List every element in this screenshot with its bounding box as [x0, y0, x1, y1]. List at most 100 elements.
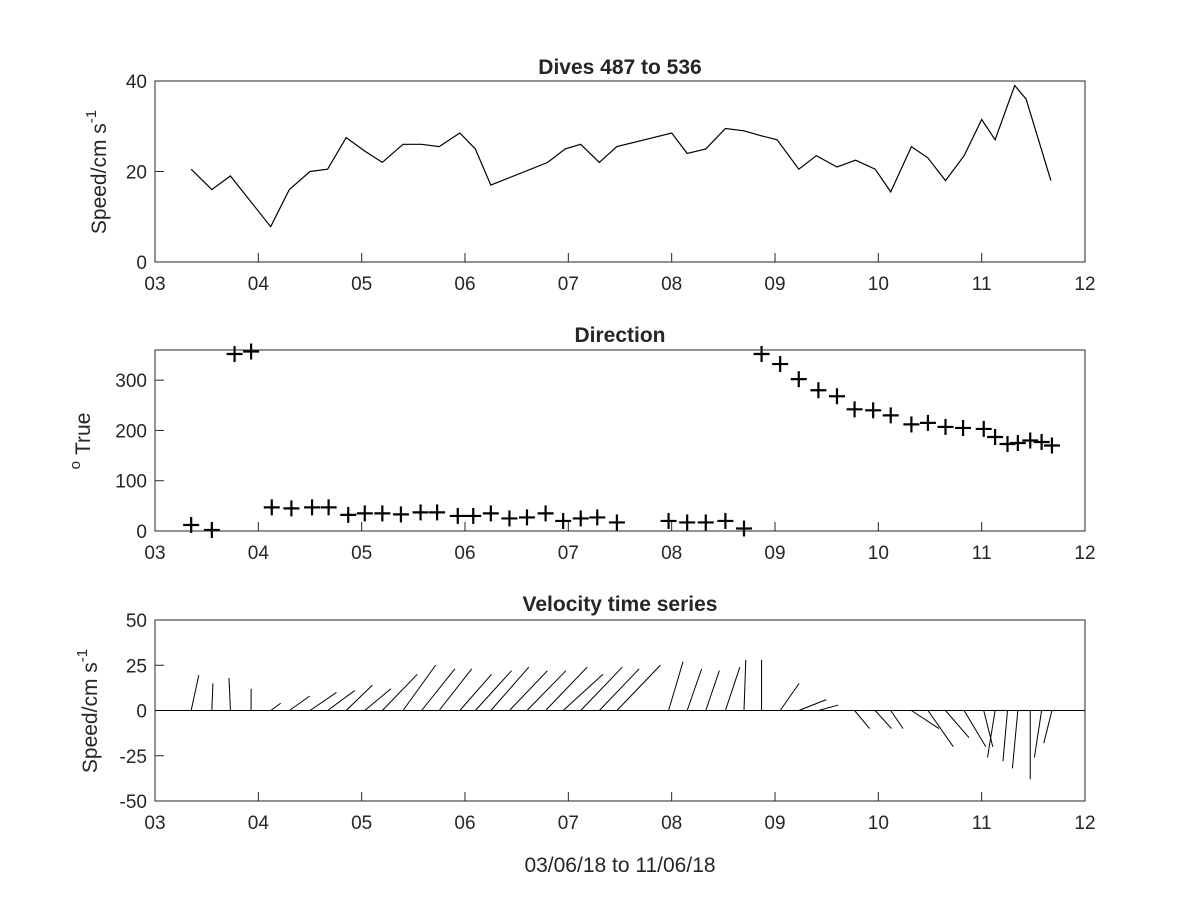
y-tick-label: 0	[136, 702, 147, 723]
velocity-panel-ylabel-superscript: -1	[74, 649, 91, 662]
y-tick-label: 200	[115, 421, 147, 442]
direction-point	[304, 499, 321, 516]
velocity-panel-ylabel: Speed/cm s-1	[74, 649, 102, 773]
y-tick-label: 0	[136, 253, 147, 274]
velocity-stick	[854, 710, 870, 729]
velocity-stick	[438, 668, 473, 711]
direction-point	[572, 510, 589, 527]
direction-panel-marks: 03 04 05 06 07 08 09 10 11 12 0 100 200 300	[115, 343, 1096, 564]
direction-point	[449, 507, 466, 524]
y-tick-label: 0	[136, 522, 147, 543]
y-tick-label: 25	[126, 656, 147, 677]
speed-panel-axes-box	[154, 80, 1086, 263]
velocity-stick	[211, 683, 214, 711]
direction-panel-ylabel: o True	[67, 413, 95, 470]
x-tick-label: 06	[454, 543, 475, 564]
velocity-stick	[890, 710, 904, 729]
velocity-stick	[724, 666, 741, 711]
velocity-stick	[987, 710, 996, 758]
velocity-panel-title: Velocity time series	[523, 593, 718, 616]
x-tick-label: 05	[351, 813, 372, 834]
direction-point	[753, 346, 770, 363]
velocity-stick	[190, 675, 200, 711]
x-tick-label: 06	[454, 813, 475, 834]
direction-point	[865, 402, 882, 419]
direction-panel-title: Direction	[574, 324, 665, 347]
x-tick-label: 04	[248, 274, 270, 295]
velocity-stick	[228, 677, 231, 711]
velocity-panel-axes-box	[154, 619, 1086, 802]
velocity-stick	[327, 690, 356, 711]
x-tick-label: 10	[868, 543, 889, 564]
y-tick-label: 40	[126, 72, 147, 93]
direction-point	[589, 509, 606, 526]
velocity-stick	[364, 688, 392, 711]
direction-point	[717, 512, 734, 529]
direction-point	[975, 420, 992, 437]
direction-point	[882, 407, 899, 424]
velocity-stick	[798, 699, 827, 711]
velocity-stick	[381, 673, 418, 711]
velocity-stick	[309, 691, 337, 711]
direction-point	[810, 382, 827, 399]
y-tick-label: 20	[126, 163, 147, 184]
velocity-stick	[911, 710, 940, 730]
direction-point	[203, 521, 220, 538]
velocity-stick	[1011, 710, 1019, 769]
direction-point	[829, 388, 845, 405]
velocity-stick	[270, 702, 281, 711]
direction-point	[1022, 432, 1039, 449]
velocity-stick	[421, 668, 456, 711]
x-tick-label: 11	[972, 274, 992, 295]
x-tick-label: 11	[972, 813, 992, 834]
x-tick-label: 09	[764, 813, 785, 834]
direction-panel: Direction o True 03 04 05 06 07 08 09 10 11 12 0 100…	[67, 324, 1096, 564]
velocity-panel-marks: 03 04 05 06 07 08 09 10 11 12 50 25 0 -25 -50	[120, 611, 1096, 834]
direction-point	[736, 520, 752, 537]
x-tick-label: 12	[1074, 813, 1095, 834]
direction-point	[955, 419, 972, 436]
x-tick-label: 03	[144, 274, 165, 295]
direction-point	[608, 514, 625, 531]
speed-panel-ylabel-superscript: -1	[83, 110, 100, 123]
velocity-stick	[545, 666, 588, 711]
x-tick-label: 08	[661, 813, 682, 834]
velocity-stick	[1033, 710, 1043, 758]
velocity-stick	[402, 664, 436, 711]
svg-text:Speed/cm s-1: Speed/cm s-1	[74, 649, 102, 773]
velocity-stick	[526, 670, 567, 711]
speed-panel: Dives 487 to 536 Speed/cm s-1 03 04 05 06 07…	[83, 56, 1096, 295]
direction-point	[482, 505, 499, 522]
x-tick-label: 10	[868, 813, 889, 834]
speed-panel-title: Dives 487 to 536	[538, 56, 701, 79]
x-tick-label: 07	[558, 543, 579, 564]
velocity-stick	[1002, 710, 1008, 762]
velocity-stick	[818, 704, 839, 711]
direction-point	[183, 516, 200, 533]
x-tick-label: 12	[1074, 274, 1095, 295]
direction-point	[501, 510, 518, 527]
direction-point	[392, 506, 409, 523]
velocity-panel: Velocity time series Speed/cm s-1 03 04 05…	[74, 593, 1096, 877]
direction-point	[903, 416, 920, 433]
direction-point	[340, 506, 357, 523]
direction-point	[1043, 437, 1060, 454]
direction-point	[465, 507, 482, 524]
direction-point	[263, 499, 280, 516]
speed-series-line	[190, 84, 1052, 228]
velocity-panel-xlabel: 03/06/18 to 11/06/18	[524, 854, 715, 877]
direction-point	[243, 343, 260, 360]
x-tick-label: 05	[351, 274, 372, 295]
direction-point	[1033, 434, 1050, 451]
x-tick-label: 07	[558, 274, 579, 295]
velocity-stick	[686, 668, 703, 711]
velocity-stick	[963, 710, 987, 747]
x-tick-label: 06	[454, 274, 475, 295]
direction-point	[660, 512, 677, 529]
direction-point	[697, 514, 714, 531]
direction-point	[1009, 435, 1026, 452]
y-tick-label: 50	[126, 611, 147, 632]
direction-point	[937, 418, 954, 435]
y-tick-label: 300	[115, 371, 147, 392]
